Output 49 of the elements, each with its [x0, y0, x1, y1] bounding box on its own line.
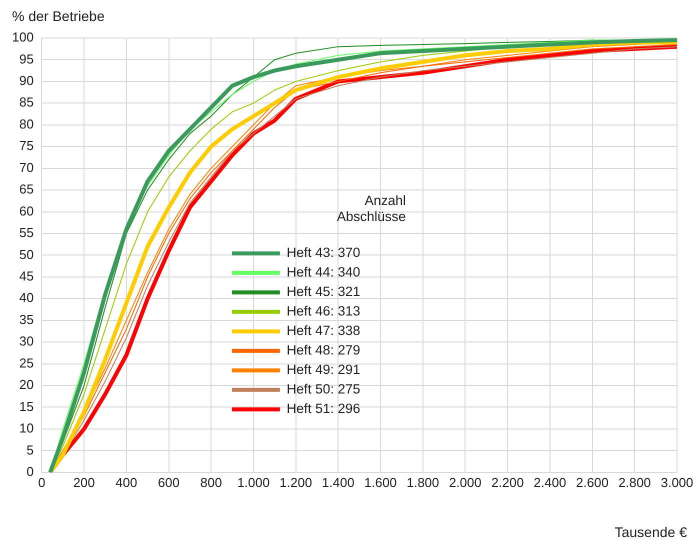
x-tick-label: 1.800 [406, 474, 440, 490]
x-tick-label: 200 [73, 474, 95, 490]
x-tick-label: 400 [116, 474, 138, 490]
y-tick-label: 35 [19, 312, 34, 327]
y-tick-label: 0 [26, 464, 34, 479]
legend-label: Heft 51: 296 [286, 401, 360, 416]
legend-label: Heft 46: 313 [286, 304, 360, 319]
y-tick-label: 25 [19, 355, 34, 370]
x-tick-label: 2.000 [448, 474, 482, 490]
y-tick-label: 15 [19, 398, 34, 414]
legend-label: Heft 48: 279 [286, 342, 360, 358]
x-axis-title: Tausende € [614, 524, 687, 540]
x-tick-label: 2.400 [534, 474, 566, 490]
y-tick-label: 65 [19, 182, 34, 197]
y-tick-label: 100 [12, 30, 34, 45]
x-tick-label: 3.000 [660, 474, 694, 490]
x-tick-label: 2.600 [576, 474, 609, 490]
legend-label: Heft 50: 275 [286, 382, 360, 397]
legend-label: Heft 49: 291 [286, 362, 360, 378]
y-tick-label: 50 [19, 246, 34, 262]
x-tick-label: 1.200 [280, 474, 312, 490]
x-tick-label: 2.200 [491, 474, 524, 490]
legend-label: Heft 45: 321 [286, 284, 360, 300]
y-axis-title: % der Betriebe [12, 8, 105, 24]
x-tick-label: 600 [158, 474, 180, 490]
y-tick-label: 70 [19, 160, 34, 175]
legend-label: Heft 44: 340 [286, 264, 360, 280]
y-tick-label: 20 [19, 377, 34, 392]
x-tick-label: 800 [200, 474, 222, 490]
y-tick-label: 30 [19, 334, 34, 349]
y-tick-label: 95 [19, 51, 34, 66]
y-tick-label: 40 [19, 290, 34, 306]
x-tick-label: 1.000 [237, 474, 270, 490]
y-tick-label: 80 [19, 116, 34, 132]
x-tick-label: 0 [38, 474, 46, 490]
y-tick-label: 90 [19, 73, 34, 88]
y-tick-label: 45 [19, 268, 34, 284]
y-tick-label: 85 [19, 94, 34, 110]
legend-label: Heft 47: 338 [286, 323, 360, 338]
x-tick-label: 2.800 [618, 474, 651, 490]
y-tick-label: 55 [19, 225, 34, 240]
y-tick-label: 75 [19, 138, 34, 154]
x-tick-label: 1.400 [322, 474, 354, 490]
legend-label: Heft 43: 370 [286, 245, 360, 260]
y-tick-label: 60 [19, 203, 34, 218]
x-tick-label: 1.600 [364, 474, 397, 490]
y-tick-label: 10 [19, 420, 34, 436]
legend-title: Anzahl Abschlüsse [336, 192, 406, 224]
y-tick-label: 5 [26, 442, 34, 458]
